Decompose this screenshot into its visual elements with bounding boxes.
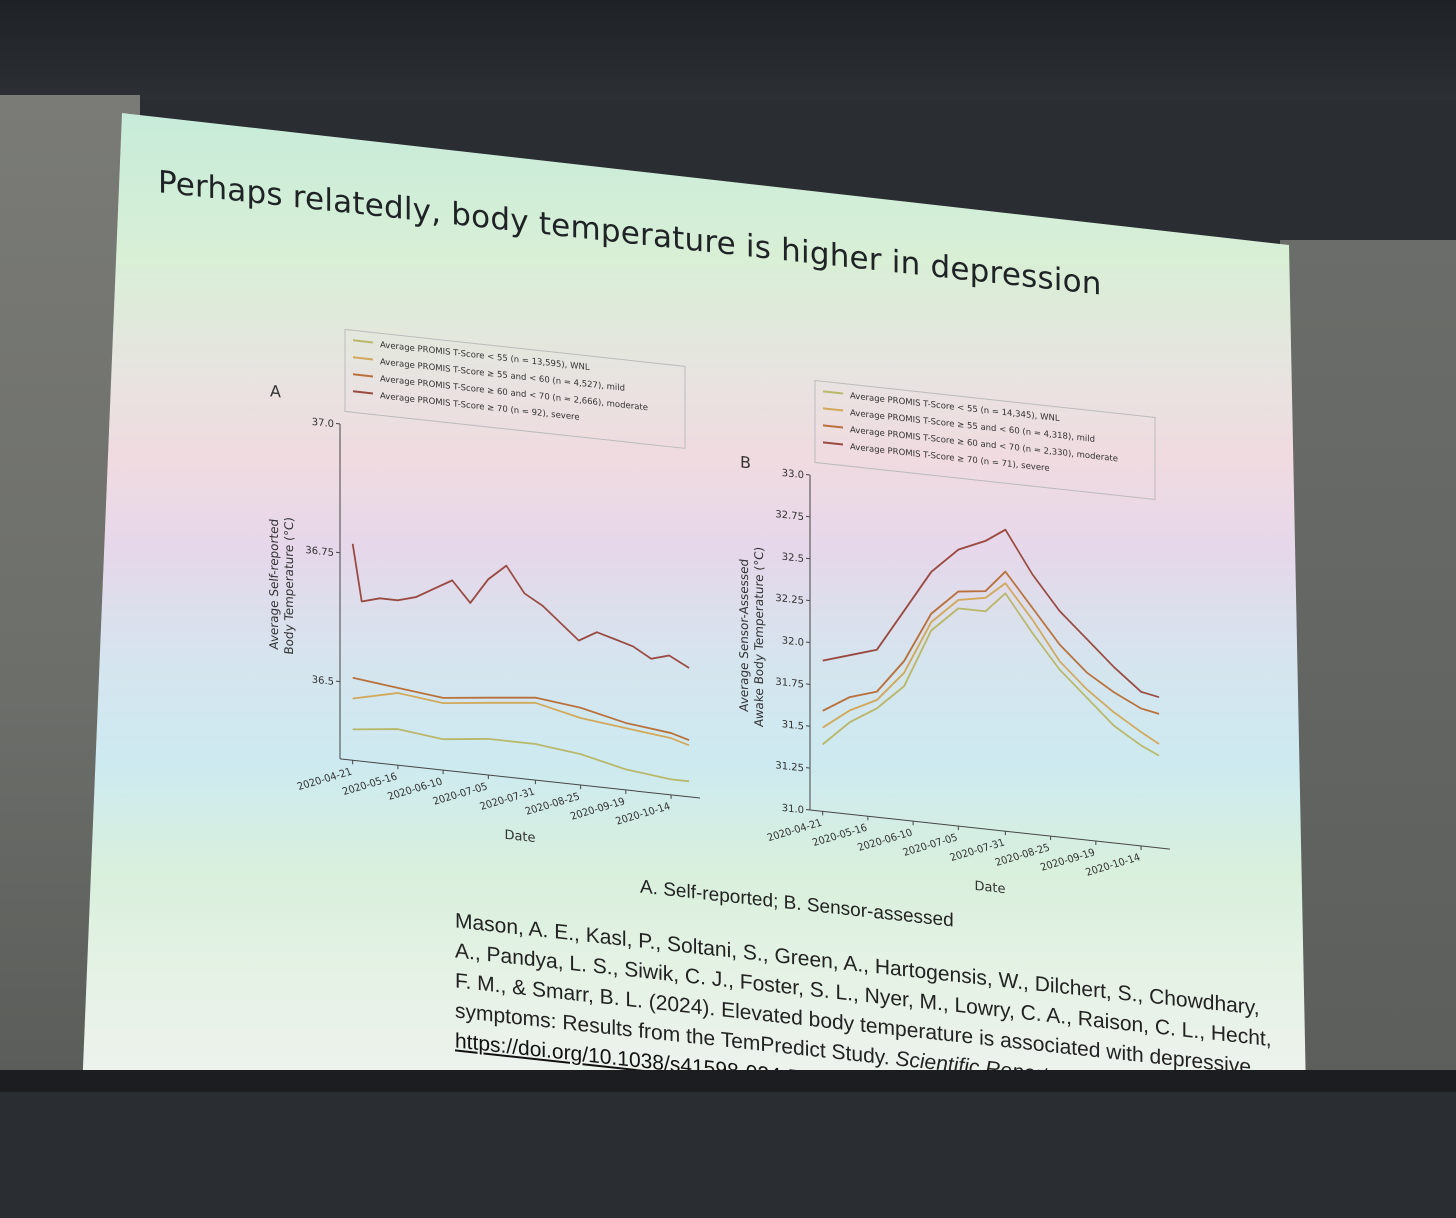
x-axis-label: Date xyxy=(504,828,535,846)
y-axis-label: Average Sensor-Assessed xyxy=(737,558,751,712)
y-tick-label: 37.0 xyxy=(312,417,334,430)
y-tick-label: 32.25 xyxy=(775,593,804,607)
series-line xyxy=(353,683,689,745)
slide-content: Perhaps relatedly, body temperature is h… xyxy=(120,120,1300,1218)
series-line xyxy=(823,573,1159,780)
legend-swatch xyxy=(353,340,373,342)
wall-right xyxy=(1280,240,1456,1092)
y-tick-label: 31.25 xyxy=(775,760,804,774)
x-axis-label: Date xyxy=(974,879,1005,897)
legend-swatch xyxy=(823,408,843,410)
y-tick-label: 32.5 xyxy=(782,552,804,565)
y-tick-label: 32.75 xyxy=(775,509,804,523)
y-tick-label: 36.5 xyxy=(312,675,334,688)
y-tick-label: 31.5 xyxy=(782,719,804,732)
panel-label: A xyxy=(270,381,281,401)
series-line xyxy=(353,544,689,668)
y-tick-label: 32.0 xyxy=(782,635,804,648)
slide-title: Perhaps relatedly, body temperature is h… xyxy=(158,164,1258,319)
projected-slide: Perhaps relatedly, body temperature is h… xyxy=(0,0,1456,1092)
legend-swatch xyxy=(823,425,843,427)
y-tick-label: 33.0 xyxy=(782,468,804,481)
y-tick-label: 31.75 xyxy=(775,677,804,691)
legend-swatch xyxy=(823,442,843,444)
y-tick-label: 36.75 xyxy=(305,545,334,559)
y-axis-label-line2: Body Temperature (°C) xyxy=(282,516,296,655)
y-axis-label: Average Self-reported xyxy=(267,518,281,650)
ceiling-background xyxy=(0,0,1456,100)
legend-swatch xyxy=(353,391,373,393)
legend-swatch xyxy=(353,357,373,359)
panel-label: B xyxy=(740,452,751,472)
series-line xyxy=(823,510,1159,697)
legend-swatch xyxy=(353,374,373,376)
y-tick-label: 31.0 xyxy=(782,803,804,816)
series-line xyxy=(353,724,689,781)
series-line xyxy=(823,563,1159,764)
y-axis-label-line2: Awake Body Temperature (°C) xyxy=(752,546,766,728)
bottom-bar xyxy=(0,1070,1456,1092)
legend-swatch xyxy=(823,391,843,393)
